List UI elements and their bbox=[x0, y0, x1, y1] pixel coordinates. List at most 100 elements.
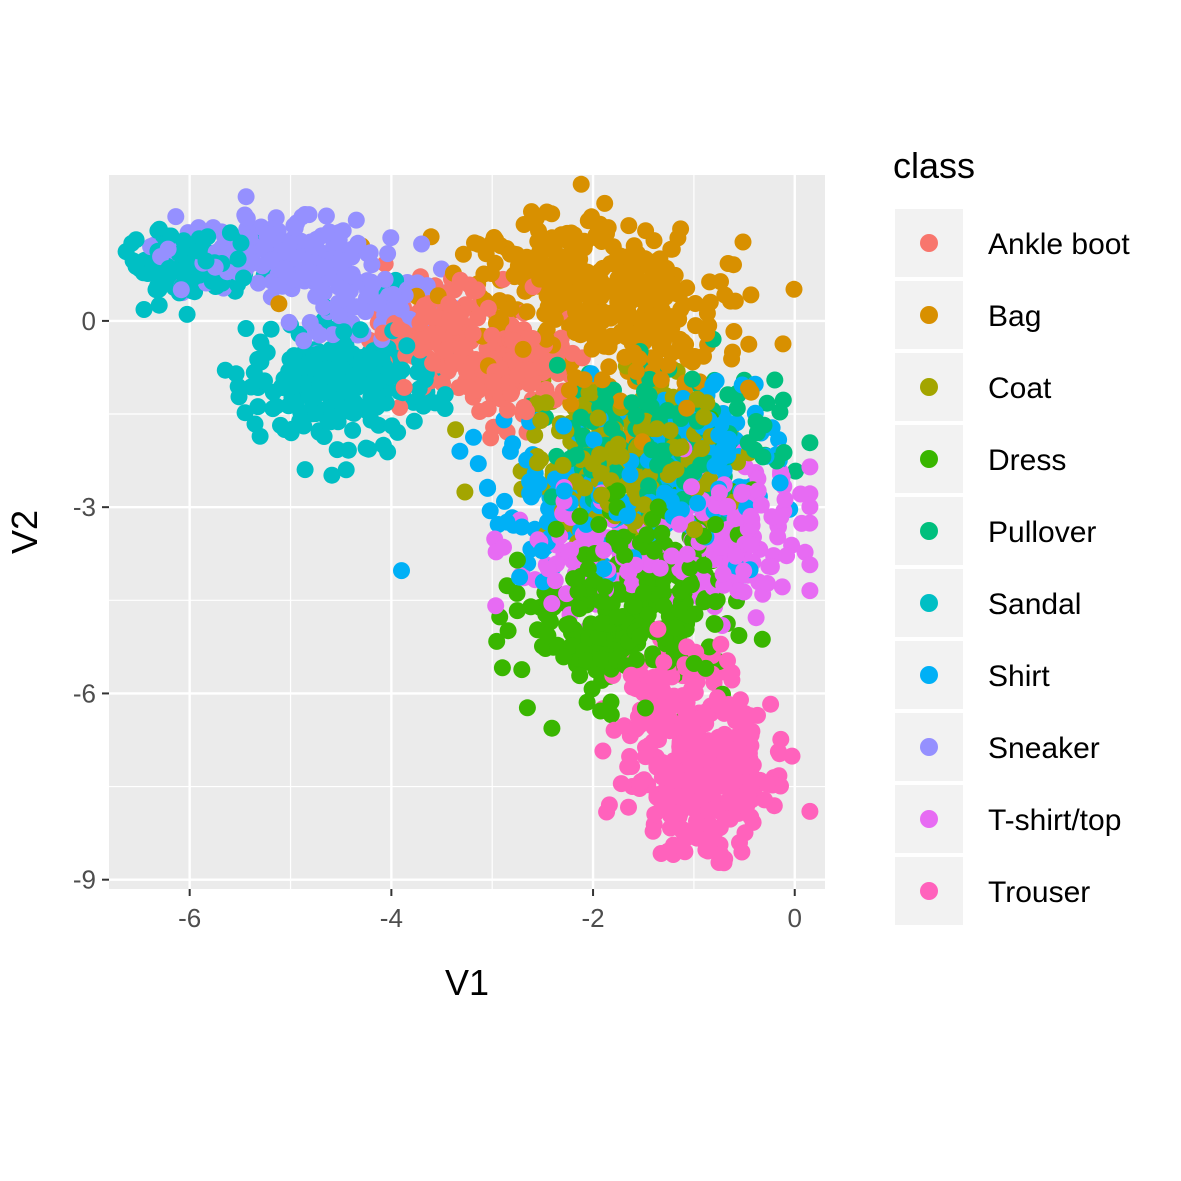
y-axis-title: V2 bbox=[4, 510, 45, 554]
data-point bbox=[310, 345, 328, 363]
data-point bbox=[774, 335, 792, 353]
data-point bbox=[737, 758, 755, 776]
y-tick-label: -6 bbox=[73, 678, 96, 708]
data-point bbox=[237, 208, 255, 226]
data-point bbox=[707, 516, 724, 533]
data-point bbox=[555, 648, 573, 666]
data-point bbox=[778, 547, 796, 565]
data-point bbox=[469, 381, 487, 399]
data-point bbox=[520, 361, 537, 379]
legend-marker bbox=[920, 738, 938, 756]
data-point bbox=[499, 622, 517, 640]
data-point bbox=[627, 680, 645, 698]
data-point bbox=[267, 397, 285, 415]
data-point bbox=[546, 310, 564, 328]
data-point bbox=[651, 697, 669, 715]
data-point bbox=[249, 398, 267, 416]
data-point bbox=[675, 735, 693, 752]
data-point bbox=[716, 746, 734, 764]
data-point bbox=[771, 474, 789, 492]
data-point bbox=[671, 515, 688, 533]
data-point bbox=[622, 666, 640, 684]
data-point bbox=[728, 399, 746, 417]
data-point bbox=[735, 714, 752, 731]
data-point bbox=[411, 314, 429, 332]
data-point bbox=[686, 348, 704, 365]
data-point bbox=[648, 756, 666, 774]
data-point bbox=[317, 207, 335, 225]
data-point bbox=[736, 824, 754, 842]
data-point bbox=[307, 230, 325, 248]
data-point bbox=[614, 307, 632, 324]
data-point bbox=[135, 301, 153, 318]
data-point bbox=[651, 559, 669, 577]
legend-marker bbox=[920, 810, 938, 828]
data-point bbox=[669, 439, 687, 457]
data-point bbox=[669, 787, 687, 805]
data-point bbox=[513, 518, 531, 536]
data-point bbox=[707, 593, 725, 611]
data-point bbox=[282, 424, 300, 442]
data-point bbox=[671, 284, 689, 302]
data-point bbox=[589, 409, 607, 427]
data-point bbox=[585, 431, 603, 449]
data-point bbox=[628, 651, 645, 669]
data-point bbox=[127, 257, 145, 275]
data-point bbox=[589, 628, 607, 646]
data-point bbox=[685, 655, 703, 672]
data-point bbox=[465, 428, 482, 446]
data-point bbox=[554, 456, 572, 474]
data-point bbox=[732, 691, 749, 709]
data-point bbox=[436, 386, 454, 404]
data-point bbox=[479, 400, 497, 418]
data-point bbox=[652, 371, 670, 389]
data-point bbox=[801, 556, 819, 574]
data-point bbox=[364, 276, 382, 294]
data-point bbox=[689, 494, 706, 512]
data-point bbox=[631, 716, 649, 734]
data-point bbox=[646, 286, 664, 304]
data-point bbox=[620, 217, 638, 235]
data-point bbox=[776, 491, 794, 508]
data-point bbox=[567, 446, 585, 464]
data-point bbox=[785, 280, 803, 298]
data-point bbox=[411, 341, 429, 359]
x-tick-label: -6 bbox=[178, 903, 201, 933]
data-point bbox=[578, 693, 596, 711]
data-point bbox=[572, 175, 590, 193]
data-point bbox=[502, 300, 520, 317]
data-point bbox=[236, 404, 254, 422]
data-point bbox=[344, 421, 362, 439]
data-point bbox=[583, 208, 600, 226]
data-point bbox=[752, 496, 770, 514]
data-point bbox=[515, 398, 533, 416]
data-point bbox=[301, 314, 319, 331]
data-point bbox=[671, 771, 689, 789]
data-point bbox=[437, 341, 455, 359]
legend-label: Trouser bbox=[988, 876, 1090, 909]
data-point bbox=[596, 578, 614, 596]
data-point bbox=[405, 412, 423, 430]
data-point bbox=[269, 277, 287, 294]
data-point bbox=[395, 378, 413, 396]
data-points bbox=[117, 175, 819, 872]
data-point bbox=[730, 627, 748, 644]
data-point bbox=[467, 282, 485, 300]
data-point bbox=[698, 766, 716, 784]
data-point bbox=[670, 601, 688, 619]
data-point bbox=[355, 376, 373, 394]
data-point bbox=[662, 492, 680, 510]
data-point bbox=[769, 528, 787, 546]
data-point bbox=[555, 482, 573, 500]
legend-label: Pullover bbox=[988, 516, 1096, 549]
data-point bbox=[770, 431, 788, 449]
data-point bbox=[564, 344, 582, 362]
data-point bbox=[683, 370, 701, 388]
data-point bbox=[747, 609, 765, 627]
data-point bbox=[330, 231, 348, 249]
data-point bbox=[232, 234, 250, 252]
data-point bbox=[162, 227, 180, 245]
data-point bbox=[531, 270, 549, 288]
data-point bbox=[801, 498, 819, 516]
data-point bbox=[766, 371, 784, 389]
